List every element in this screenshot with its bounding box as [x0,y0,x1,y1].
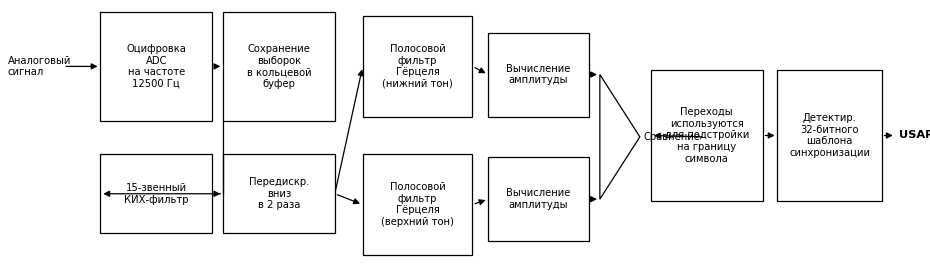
Text: Сохранение
выборок
в кольцевой
буфер: Сохранение выборок в кольцевой буфер [246,44,312,89]
Text: Передискр.
вниз
в 2 раза: Передискр. вниз в 2 раза [249,177,309,210]
Text: 15-звенный
КИХ-фильтр: 15-звенный КИХ-фильтр [124,183,189,205]
Text: USART: USART [899,131,930,140]
Text: Вычисление
амплитуды: Вычисление амплитуды [506,64,571,85]
Text: Переходы
используются
для подстройки
на границу
символа: Переходы используются для подстройки на … [665,107,749,164]
FancyBboxPatch shape [100,12,212,121]
FancyBboxPatch shape [223,154,335,233]
Text: Полосовой
фильтр
Гёрцеля
(нижний тон): Полосовой фильтр Гёрцеля (нижний тон) [382,44,453,89]
Text: Полосовой
фильтр
Гёрцеля
(верхний тон): Полосовой фильтр Гёрцеля (верхний тон) [381,182,454,227]
FancyBboxPatch shape [223,12,335,121]
FancyBboxPatch shape [488,157,589,241]
Text: Детектир.
32-битного
шаблона
синхронизации: Детектир. 32-битного шаблона синхронизац… [789,113,870,158]
Text: Аналоговый
сигнал: Аналоговый сигнал [7,56,71,77]
Text: Вычисление
амплитуды: Вычисление амплитуды [506,188,571,210]
FancyBboxPatch shape [651,70,763,201]
FancyBboxPatch shape [363,154,472,255]
FancyBboxPatch shape [488,33,589,117]
Text: Сравнение: Сравнение [644,132,700,142]
FancyBboxPatch shape [100,154,212,233]
Text: Оцифровка
ADC
на частоте
12500 Гц: Оцифровка ADC на частоте 12500 Гц [126,44,186,89]
FancyBboxPatch shape [777,70,882,201]
FancyBboxPatch shape [363,16,472,117]
